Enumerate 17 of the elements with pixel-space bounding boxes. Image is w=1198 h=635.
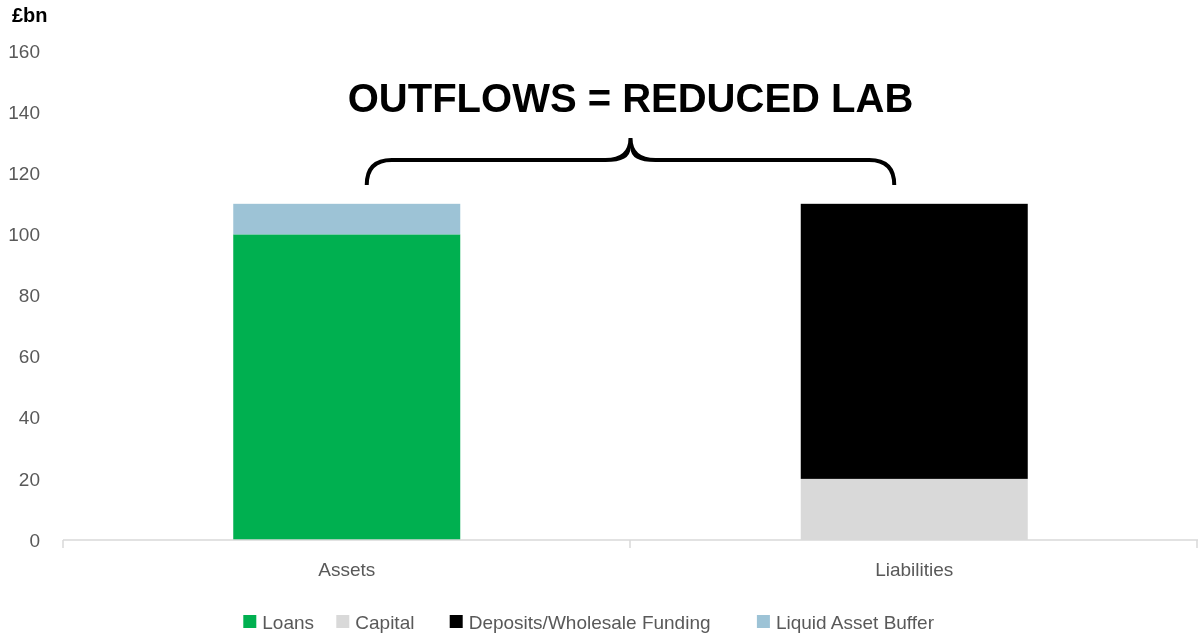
x-tick-label: Liabilities	[875, 559, 954, 580]
y-tick-label: 140	[8, 101, 40, 123]
legend-label: Loans	[262, 611, 315, 633]
legend-label: Liquid Asset Buffer	[775, 611, 935, 633]
legend-label: Deposits/Wholesale Funding	[468, 611, 711, 633]
y-tick-label: 20	[18, 468, 40, 490]
y-tick-label: 60	[18, 346, 40, 368]
y-tick-label: 120	[8, 162, 40, 184]
legend-label: Capital	[355, 611, 415, 633]
y-tick-label: 40	[18, 407, 40, 429]
y-tick-label: 80	[18, 285, 40, 307]
y-tick-label: 100	[8, 224, 40, 246]
y-tick-label: 0	[29, 529, 40, 551]
annotation: OUTFLOWS = REDUCED LAB	[347, 76, 914, 120]
x-tick-label: Assets	[318, 559, 376, 580]
y-tick-label: 160	[8, 40, 40, 62]
y-axis-title: £bn	[12, 4, 48, 26]
